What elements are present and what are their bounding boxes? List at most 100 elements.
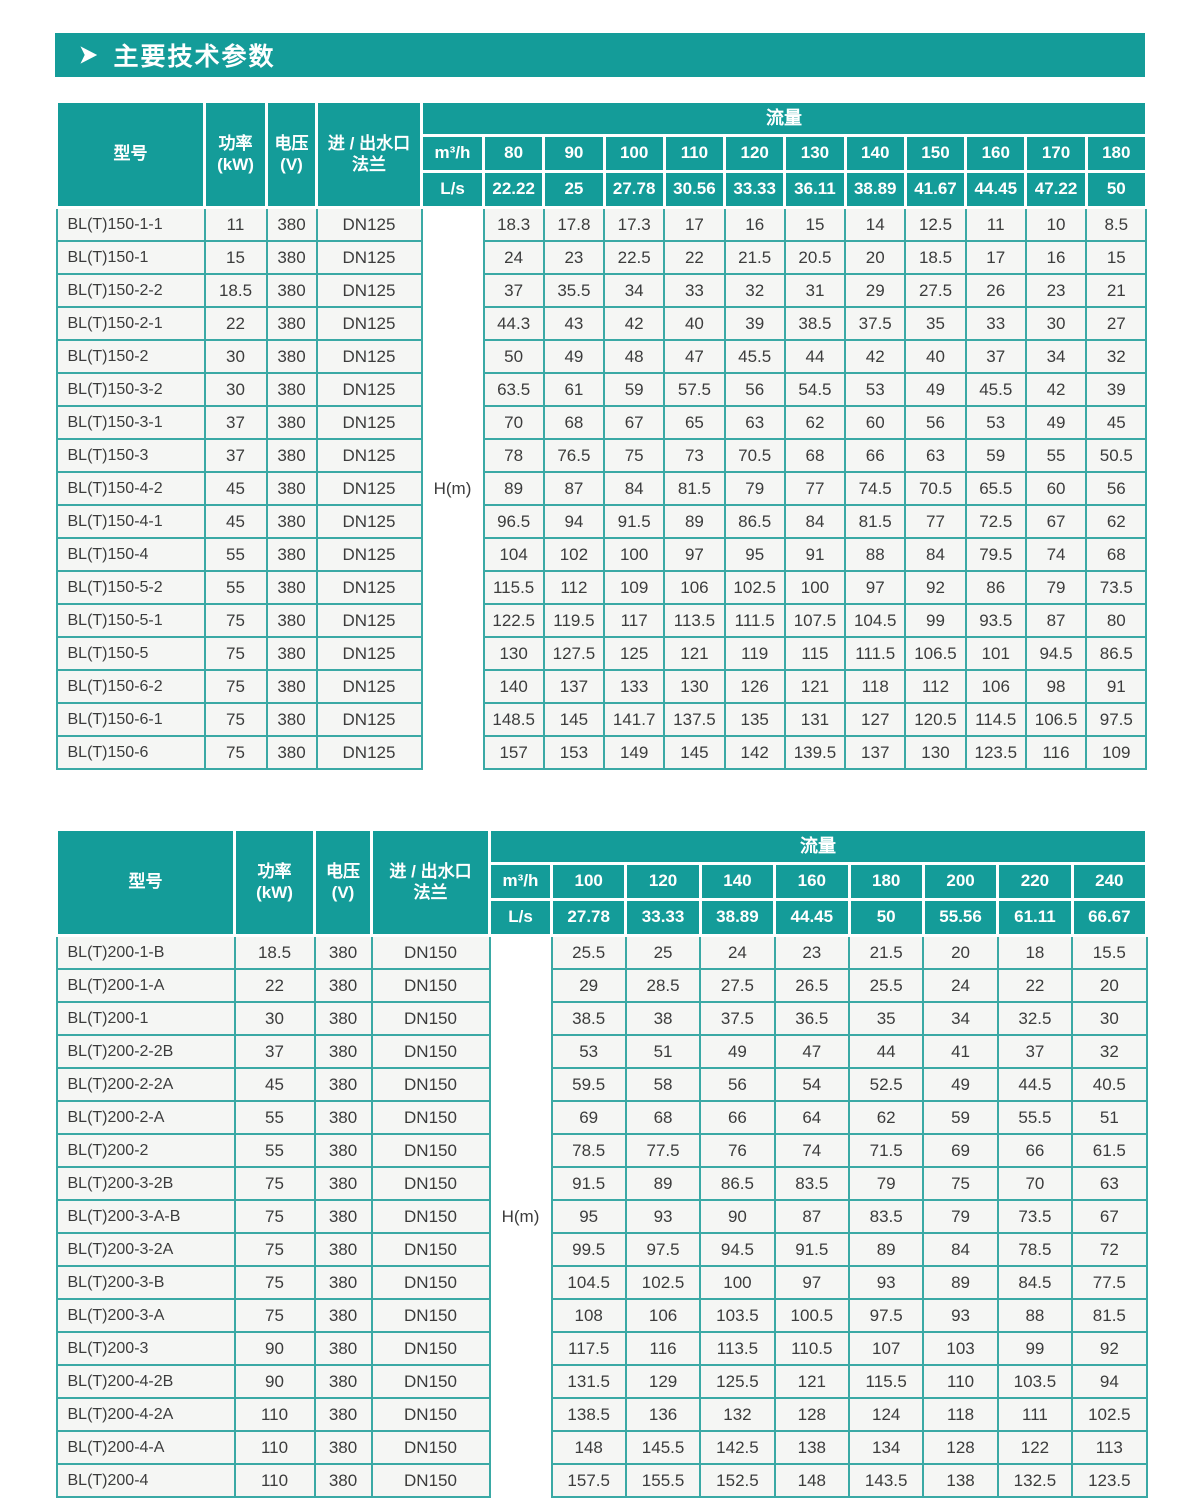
voltage-cell: 380 — [265, 240, 318, 275]
flow-ls-value: 27.78 — [549, 898, 628, 937]
head-value-cell: 17 — [663, 206, 726, 242]
flow-m3h-value: 200 — [921, 862, 1000, 901]
voltage-cell: 380 — [313, 1133, 373, 1168]
flow-m3h-value: 80 — [481, 134, 546, 173]
head-value-cell: 89 — [847, 1232, 925, 1267]
head-value-cell: 22 — [996, 968, 1074, 1003]
head-value-cell: 14 — [844, 206, 907, 242]
head-value-cell: 104.5 — [844, 603, 907, 638]
power-cell: 45 — [233, 1067, 316, 1102]
head-value-cell: 72 — [1071, 1232, 1148, 1267]
table-row: BL(T)150-1-1 11 380 DN125 H(m) 18.3 17.8 17.3 17… — [55, 206, 1148, 769]
head-value-cell: 63 — [1071, 1166, 1148, 1201]
flange-cell: DN150 — [370, 1133, 491, 1168]
head-value-cell: 129 — [624, 1364, 702, 1399]
head-value-cell: 35.5 — [542, 273, 606, 308]
head-value-cell: 20 — [922, 934, 999, 970]
header-row-m3h: m³/h 100 120 140 160 180 200 220 240 — [57, 862, 1149, 901]
power-cell: 45 — [203, 471, 268, 506]
head-value-cell: 44.3 — [482, 306, 545, 341]
head-value-cell: 23 — [1024, 273, 1088, 308]
head-value-cell: 81.5 — [844, 504, 907, 539]
head-value-cell: 131 — [783, 702, 847, 737]
head-value-cell: 106.5 — [904, 636, 967, 671]
flange-cell: DN125 — [315, 537, 423, 572]
power-cell: 30 — [203, 372, 268, 407]
head-value-cell: 115 — [783, 636, 847, 671]
head-value-cell: 91.5 — [773, 1232, 851, 1267]
model-cell: BL(T)200-4-2A — [55, 1397, 236, 1432]
head-value-cell: 65.5 — [964, 471, 1027, 506]
header-row-m3h: m³/h 80 90 100 110 120 130 140 150 160 170 180 — [57, 134, 1148, 173]
col-header-model: 型号 — [55, 100, 206, 209]
head-value-cell: 139.5 — [783, 735, 847, 770]
head-value-cell: 94.5 — [1024, 636, 1088, 671]
head-value-cell: 21.5 — [723, 240, 786, 275]
head-value-cell: 97.5 — [1085, 702, 1148, 737]
flange-cell: DN150 — [370, 1001, 491, 1036]
voltage-cell: 380 — [265, 405, 318, 440]
flow-m3h-value: 120 — [624, 862, 702, 901]
table-row: BL(T)200-4 110 380 DN150 157.5 155.5 152.5 148 1… — [55, 1463, 1148, 1498]
head-value-cell: 60 — [844, 405, 907, 440]
model-cell: BL(T)150-2-2 — [55, 273, 206, 308]
head-value-cell: 44.5 — [996, 1067, 1074, 1102]
flange-cell: DN150 — [370, 1034, 491, 1069]
head-value-cell: 38.5 — [783, 306, 847, 341]
head-unit-cell: H(m) — [421, 207, 484, 769]
table-row: BL(T)150-5-2 55 380 DN125 115.5 112 109 106 102.… — [55, 570, 1148, 605]
head-value-cell: 94 — [1071, 1364, 1148, 1399]
model-cell: BL(T)200-3-B — [55, 1265, 236, 1300]
col-header-model: 型号 — [55, 828, 236, 937]
flange-cell: DN150 — [370, 1199, 491, 1234]
voltage-cell: 380 — [313, 1100, 373, 1135]
head-value-cell: 74 — [1024, 537, 1088, 572]
head-value-cell: 81.5 — [1071, 1298, 1148, 1333]
head-value-cell: 49 — [1024, 405, 1088, 440]
voltage-cell: 380 — [313, 1298, 373, 1333]
head-value-cell: 107.5 — [783, 603, 847, 638]
flange-cell: DN150 — [370, 1298, 491, 1333]
table-row: BL(T)200-2 55 380 DN150 78.5 77.5 76 74 71.5 69 66… — [55, 1133, 1148, 1168]
head-value-cell: 100 — [699, 1265, 776, 1300]
head-value-cell: 131.5 — [550, 1364, 627, 1399]
model-cell: BL(T)150-1 — [55, 240, 206, 275]
head-value-cell: 67 — [1071, 1199, 1148, 1234]
head-value-cell: 121 — [663, 636, 726, 671]
head-value-cell: 130 — [904, 735, 967, 770]
head-value-cell: 30 — [1071, 1001, 1148, 1036]
head-value-cell: 125.5 — [699, 1364, 776, 1399]
head-value-cell: 77 — [904, 504, 967, 539]
head-value-cell: 115.5 — [482, 570, 545, 605]
head-value-cell: 37.5 — [699, 1001, 776, 1036]
head-value-cell: 53 — [550, 1034, 627, 1069]
head-value-cell: 66 — [844, 438, 907, 473]
head-value-cell: 111 — [996, 1397, 1074, 1432]
head-value-cell: 15.5 — [1071, 934, 1148, 970]
head-value-cell: 114.5 — [964, 702, 1027, 737]
model-cell: BL(T)150-4-2 — [55, 471, 206, 506]
flow-m3h-value: 170 — [1024, 134, 1088, 173]
voltage-cell: 380 — [313, 1364, 373, 1399]
voltage-cell: 380 — [313, 968, 373, 1003]
head-value-cell: 35 — [847, 1001, 925, 1036]
flange-cell: DN125 — [315, 669, 423, 704]
head-value-cell: 67 — [1024, 504, 1088, 539]
power-cell: 90 — [233, 1364, 316, 1399]
flow-m3h-value: 120 — [723, 134, 787, 173]
head-value-cell: 70 — [482, 405, 545, 440]
head-value-cell: 136 — [624, 1397, 702, 1432]
head-value-cell: 89 — [922, 1265, 999, 1300]
head-unit-cell: H(m) — [489, 935, 552, 1497]
model-cell: BL(T)200-2-2A — [55, 1067, 236, 1102]
power-cell: 75 — [233, 1199, 316, 1234]
head-value-cell: 107 — [847, 1331, 925, 1366]
head-value-cell: 73 — [663, 438, 726, 473]
head-value-cell: 92 — [1071, 1331, 1148, 1366]
head-value-cell: 91.5 — [603, 504, 666, 539]
flange-cell: DN125 — [315, 603, 423, 638]
head-value-cell: 87 — [542, 471, 606, 506]
head-value-cell: 52.5 — [847, 1067, 925, 1102]
flow-ls-value: 44.45 — [773, 898, 851, 937]
model-cell: BL(T)200-3-A — [55, 1298, 236, 1333]
